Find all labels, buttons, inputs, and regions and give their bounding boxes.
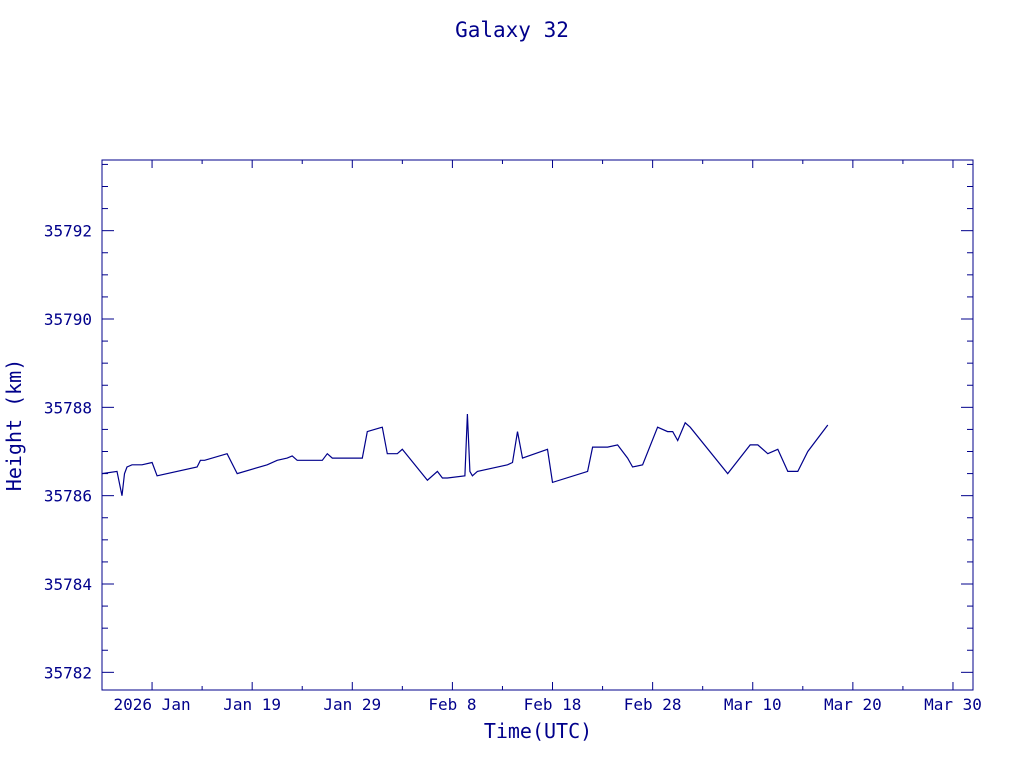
x-axis-label: Time(UTC) — [484, 719, 592, 743]
chart-title: Galaxy 32 — [455, 18, 569, 42]
y-tick-labels: 35782 35784 35786 35788 35790 35792 — [44, 222, 92, 683]
axis-ticks — [102, 160, 973, 690]
y-tick-label: 35786 — [44, 487, 92, 506]
x-tick-label: Feb 18 — [524, 695, 582, 714]
x-tick-label: 2026 Jan — [114, 695, 191, 714]
x-tick-label: Feb 28 — [624, 695, 682, 714]
y-tick-label: 35784 — [44, 575, 92, 594]
x-tick-labels: 2026 Jan Jan 19 Jan 29 Feb 8 Feb 18 Feb 28 Mar… — [114, 695, 982, 714]
y-axis-label: Height (km) — [2, 359, 26, 491]
x-tick-label: Feb 8 — [428, 695, 476, 714]
plot-frame — [101, 159, 974, 691]
y-tick-label: 35788 — [44, 398, 92, 417]
x-tick-label: Jan 19 — [223, 695, 281, 714]
y-tick-label: 35792 — [44, 222, 92, 241]
y-tick-label: 35790 — [44, 310, 92, 329]
x-tick-label: Mar 20 — [824, 695, 882, 714]
y-tick-label: 35782 — [44, 663, 92, 682]
x-tick-label: Mar 10 — [724, 695, 782, 714]
x-tick-label: Jan 29 — [323, 695, 381, 714]
x-tick-label: Mar 30 — [924, 695, 982, 714]
series-line-0 — [101, 413, 829, 496]
series-group — [101, 413, 829, 496]
